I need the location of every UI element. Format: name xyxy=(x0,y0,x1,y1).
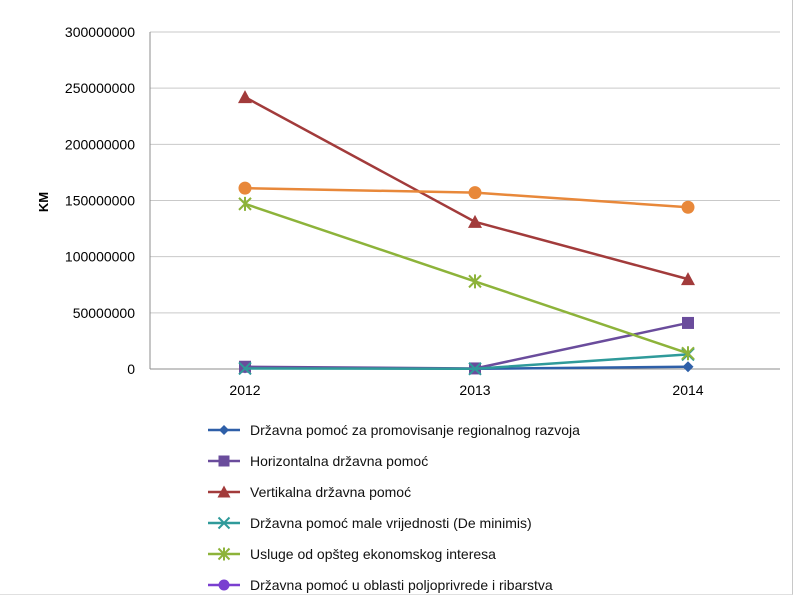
y-tick-label: 50000000 xyxy=(73,305,136,321)
marker-star xyxy=(238,196,252,211)
legend-item: Državna pomoć male vrijednosti (De minim… xyxy=(208,515,532,531)
marker-circle xyxy=(468,186,482,200)
axis-layer: 0 50000000 100000000 150000000 200000000 2500… xyxy=(65,24,780,398)
series-line xyxy=(244,202,689,355)
x-tick-label: 2012 xyxy=(229,382,260,398)
marker-star xyxy=(217,547,231,561)
marker-star xyxy=(681,346,695,361)
series-line xyxy=(244,96,689,281)
marker-square xyxy=(239,360,251,373)
y-tick-label: 300000000 xyxy=(65,24,135,40)
chart-frame xyxy=(0,0,793,595)
series-triangle xyxy=(238,90,695,286)
series-square xyxy=(239,316,694,375)
legend: Državna pomoć za promovisanje regionalno… xyxy=(208,422,580,593)
marker-diamond xyxy=(219,425,229,435)
legend-label: Državna pomoć male vrijednosti (De minim… xyxy=(250,515,532,531)
legend-label: Vertikalna državna pomoć xyxy=(250,484,411,500)
marker-triangle xyxy=(217,485,231,498)
y-tick-label: 150000000 xyxy=(65,193,135,209)
marker-triangle xyxy=(468,214,482,228)
series-line xyxy=(244,186,689,209)
marker-circle xyxy=(218,579,230,591)
marker-circle xyxy=(681,200,695,214)
y-axis-label: KM xyxy=(36,192,51,212)
marker-x xyxy=(238,361,252,376)
marker-triangle xyxy=(681,272,695,286)
x-tick-label: 2013 xyxy=(459,382,490,398)
legend-item: Državna pomoć za promovisanje regionalno… xyxy=(208,422,580,438)
legend-item: Horizontalna državna pomoć xyxy=(208,453,428,469)
legend-item: Državna pomoć u oblasti poljoprivrede i … xyxy=(208,577,553,593)
y-tick-label: 250000000 xyxy=(65,80,135,96)
y-tick-label: 100000000 xyxy=(65,249,135,265)
x-tick-label: 2014 xyxy=(672,382,703,398)
marker-x xyxy=(468,362,482,376)
series-x xyxy=(238,347,695,376)
legend-item: Vertikalna državna pomoć xyxy=(208,484,411,500)
legend-label: Državna pomoć u oblasti poljoprivrede i … xyxy=(250,577,553,593)
legend-label: Horizontalna državna pomoć xyxy=(250,453,428,469)
legend-item: Usluge od opšteg ekonomskog interesa xyxy=(208,546,496,562)
y-tick-label: 200000000 xyxy=(65,136,135,152)
legend-label: Usluge od opšteg ekonomskog interesa xyxy=(250,546,496,562)
marker-circle xyxy=(238,181,252,195)
marker-triangle xyxy=(238,90,252,104)
grid-layer xyxy=(150,31,780,314)
y-tick-label: 0 xyxy=(127,361,135,377)
series-layer xyxy=(238,90,695,376)
marker-diamond xyxy=(682,361,694,373)
marker-star xyxy=(468,274,482,289)
marker-x xyxy=(217,516,231,530)
series-star xyxy=(238,196,695,361)
series-circle xyxy=(238,181,695,214)
legend-label: Državna pomoć za promovisanje regionalno… xyxy=(250,422,580,438)
marker-square xyxy=(682,316,694,329)
marker-square xyxy=(218,455,230,467)
